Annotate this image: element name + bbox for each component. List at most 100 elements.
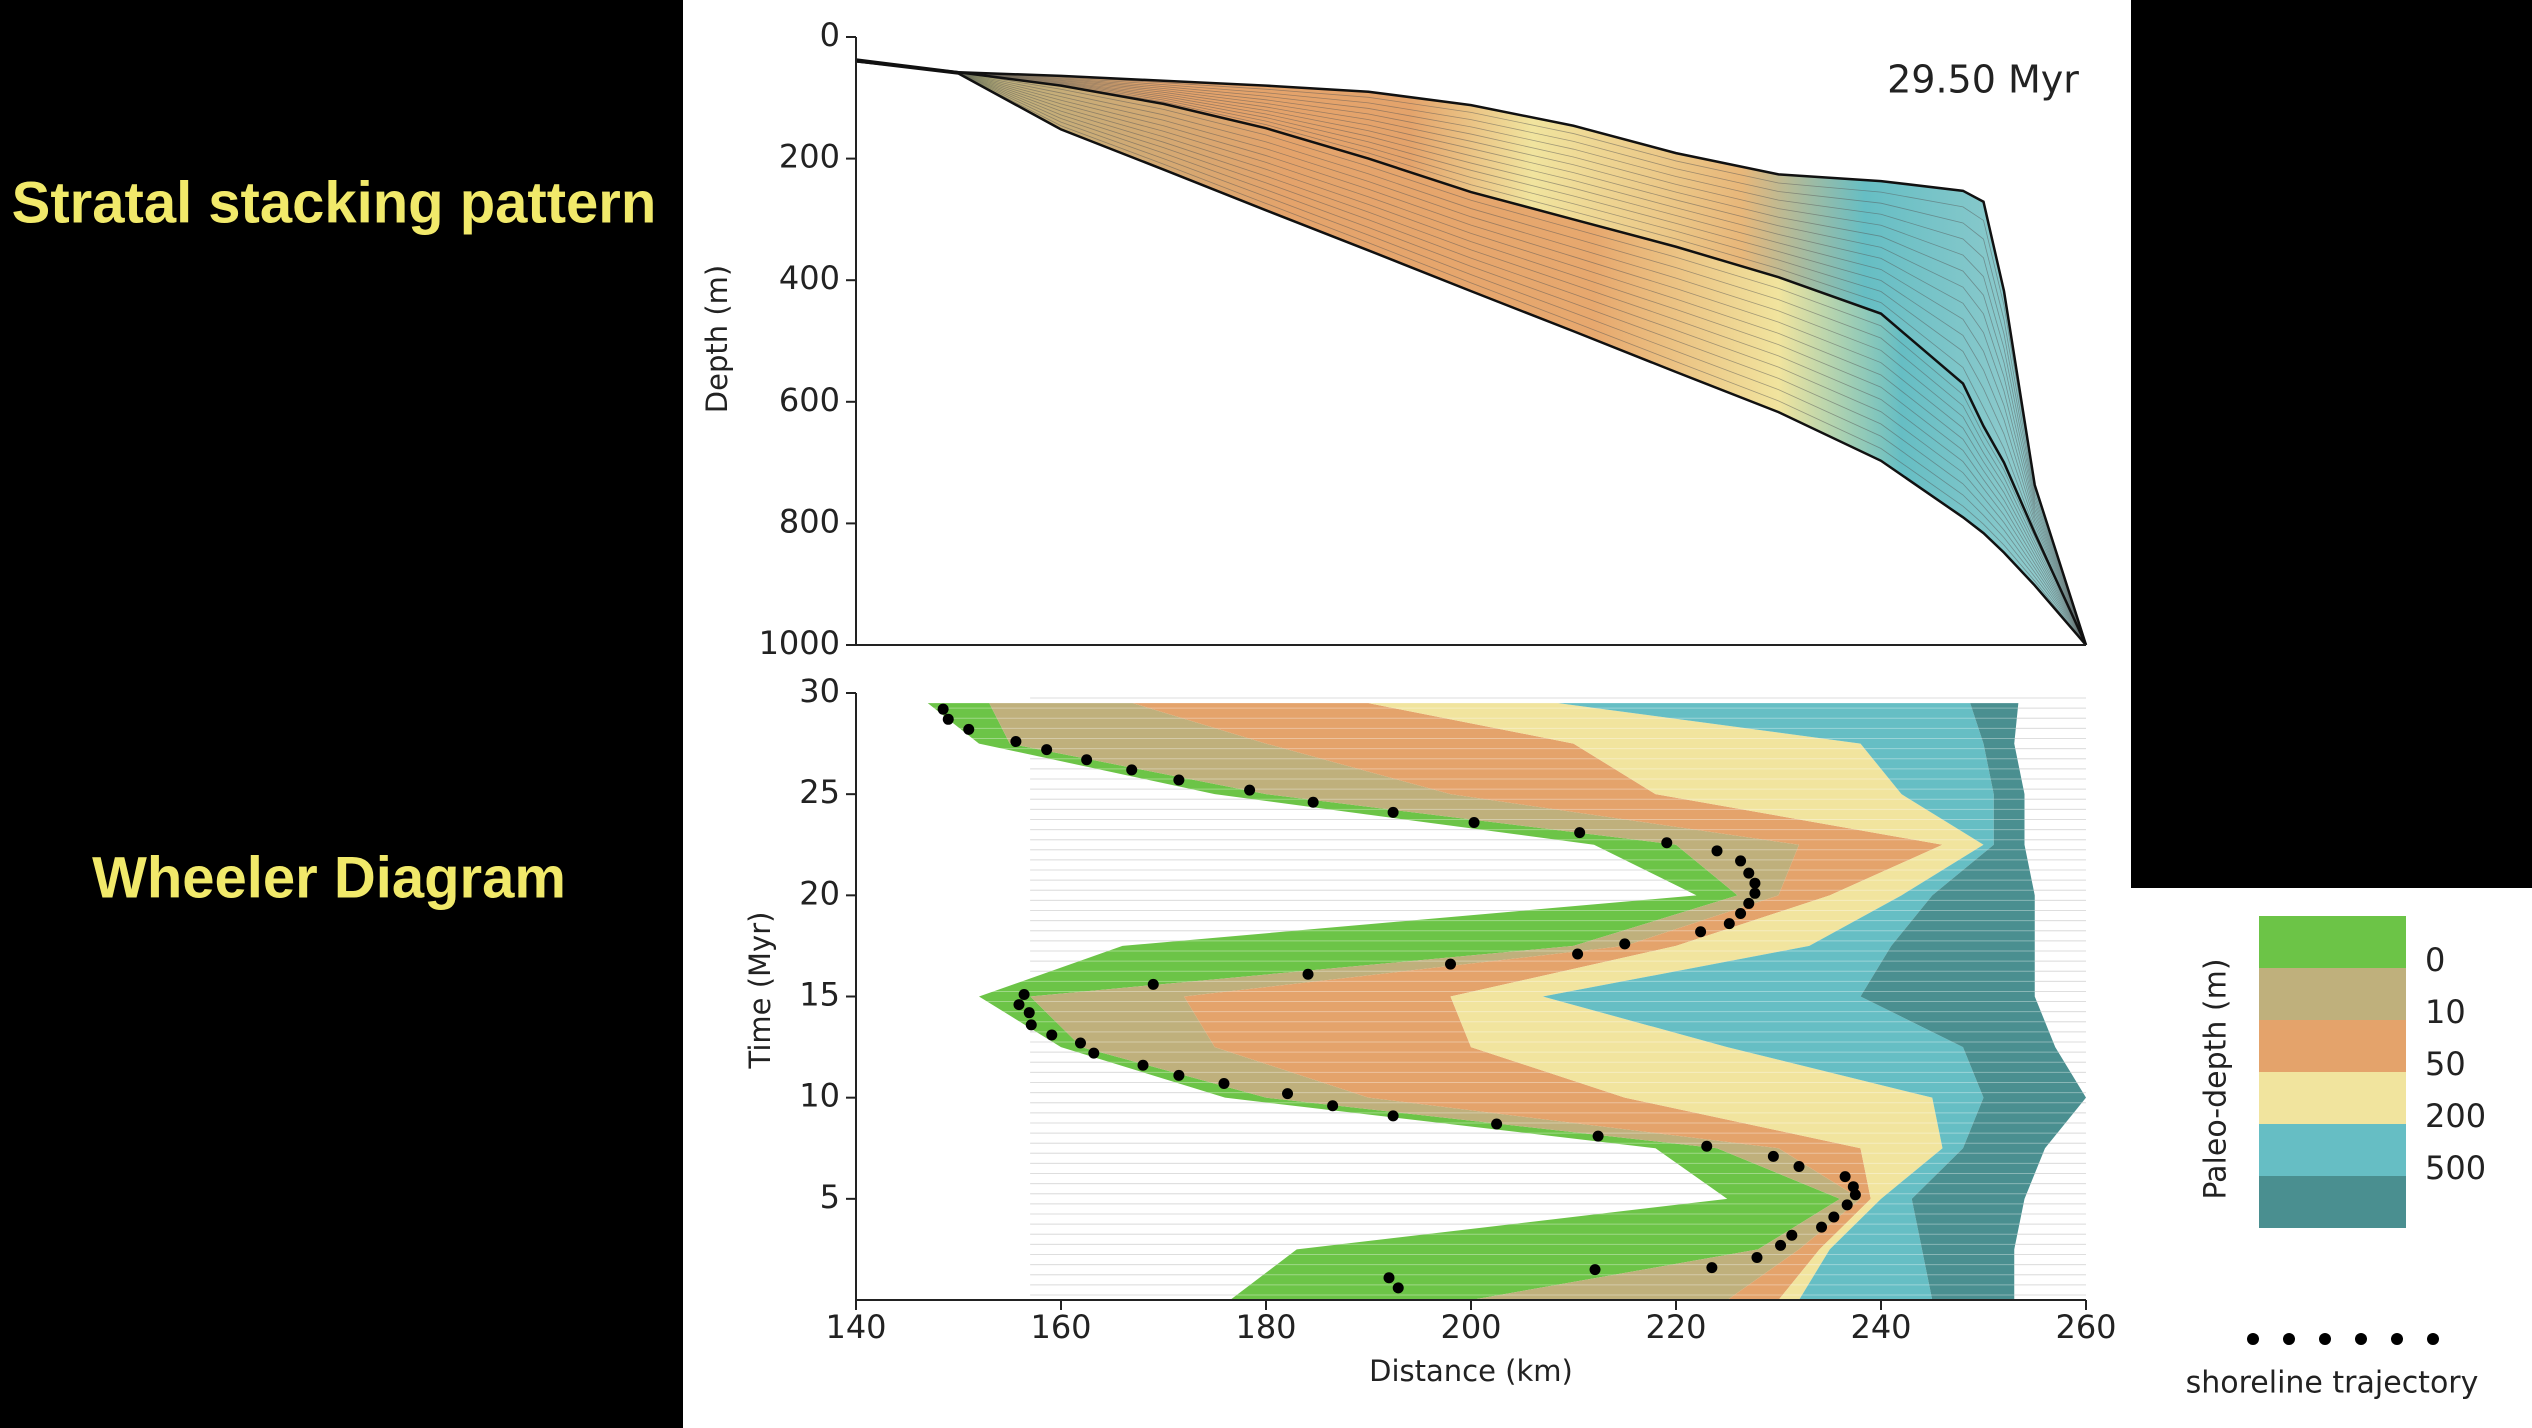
shoreline-point	[1749, 877, 1761, 889]
shoreline-point	[1816, 1221, 1828, 1233]
strata-line	[855, 59, 2087, 646]
shoreline-point	[937, 703, 949, 715]
shoreline-point	[1137, 1059, 1149, 1071]
shoreline-point	[1218, 1078, 1230, 1090]
shoreline-point	[1126, 764, 1138, 776]
shoreline-point	[1147, 978, 1159, 990]
colorbar-swatch	[2259, 968, 2406, 1020]
y-tick-label: 200	[779, 138, 840, 176]
shoreline-point	[1749, 887, 1761, 899]
shoreline-point	[1793, 1160, 1805, 1172]
y-axis-label: Time (Myr)	[743, 912, 777, 1070]
x-tick-label: 180	[1235, 1308, 1296, 1346]
shoreline-point	[1701, 1140, 1713, 1152]
shoreline-point	[1041, 744, 1053, 756]
colorbar-swatch	[2259, 1072, 2406, 1124]
shoreline-point	[1173, 774, 1185, 786]
time-annotation: 29.50 Myr	[1887, 58, 2079, 102]
x-tick-label: 240	[1850, 1308, 1911, 1346]
strata-package	[856, 61, 2086, 645]
strata-line	[855, 60, 2087, 646]
colorbar-tick-label: 500	[2425, 1149, 2486, 1187]
x-axis-label: Distance (km)	[1369, 1354, 1573, 1388]
shoreline-point	[1849, 1189, 1861, 1201]
strata-line	[855, 60, 2087, 646]
shoreline-point	[1307, 796, 1319, 808]
facies-zone	[1542, 703, 1994, 1300]
shoreline-point	[1841, 1199, 1853, 1211]
surface-line	[855, 58, 2088, 646]
colorbar-tick-label: 200	[2425, 1097, 2486, 1135]
colorbar-title: Paleo-depth (m)	[2199, 958, 2234, 1199]
surface-line	[855, 60, 2087, 646]
colorbar-tick-label: 50	[2425, 1045, 2466, 1083]
strata-package	[856, 59, 2086, 646]
colorbar-tick-label: 10	[2425, 993, 2466, 1031]
y-tick-label: 400	[779, 259, 840, 297]
x-tick-label: 140	[825, 1308, 886, 1346]
shoreline-point	[1025, 1019, 1037, 1031]
legend-dot	[2283, 1333, 2295, 1345]
x-tick-label: 200	[1440, 1308, 1501, 1346]
section-label: Stratal stacking pattern	[12, 170, 657, 235]
shoreline-point	[1010, 736, 1022, 748]
legend-dot	[2391, 1333, 2403, 1345]
facies-zone	[989, 703, 1861, 1300]
shoreline-point	[1723, 918, 1735, 930]
y-tick-label: 1000	[759, 624, 840, 662]
shoreline-point	[1392, 1282, 1404, 1294]
y-tick-label: 600	[779, 381, 840, 419]
strata-line	[855, 59, 2087, 646]
legend-dot	[2355, 1333, 2367, 1345]
strata-line	[855, 60, 2087, 646]
facies-zone	[927, 703, 1840, 1300]
colorbar-tick-label: 0	[2425, 941, 2445, 979]
facies-zone	[1132, 703, 1943, 1300]
shoreline-point	[1775, 1239, 1787, 1251]
shoreline-point	[1244, 784, 1256, 796]
strata-line	[855, 59, 2087, 646]
shoreline-point	[1074, 1037, 1086, 1049]
y-tick-label: 30	[799, 672, 840, 710]
shoreline-point	[963, 723, 975, 735]
legend-label: shoreline trajectory	[2186, 1366, 2479, 1401]
strata-line	[855, 60, 2087, 646]
legend-dot	[2247, 1333, 2259, 1345]
strata-line	[855, 60, 2087, 646]
x-tick-label: 260	[2055, 1308, 2116, 1346]
shoreline-point	[1018, 988, 1030, 1000]
shoreline-point	[1081, 754, 1093, 766]
strata-line	[855, 60, 2087, 646]
shoreline-point	[1574, 827, 1586, 839]
shoreline-point	[1839, 1171, 1851, 1183]
colorbar-swatch	[2259, 1176, 2406, 1228]
shoreline-point	[1327, 1100, 1339, 1112]
shoreline-point	[1711, 845, 1723, 857]
shoreline-point	[1735, 855, 1747, 867]
y-axis-label: Depth (m)	[700, 265, 734, 413]
y-tick-label: 800	[779, 502, 840, 540]
shoreline-point	[1023, 1007, 1035, 1019]
shoreline-point	[1767, 1150, 1779, 1162]
strata-line	[855, 60, 2087, 646]
shoreline-point	[1743, 897, 1755, 909]
shoreline-point	[1088, 1047, 1100, 1059]
shoreline-point	[1735, 908, 1747, 920]
strata-line	[855, 59, 2087, 646]
shoreline-point	[1706, 1262, 1718, 1274]
strata-line	[855, 59, 2087, 646]
shoreline-point	[1173, 1069, 1185, 1081]
strata-line	[855, 60, 2087, 646]
shoreline-point	[1661, 837, 1673, 849]
colorbar-swatch	[2259, 1124, 2406, 1176]
colorbar-swatch	[2259, 1020, 2406, 1072]
legend-dot	[2319, 1333, 2331, 1345]
y-tick-label: 15	[799, 976, 840, 1014]
shoreline-point	[1695, 926, 1707, 938]
shoreline-point	[1589, 1264, 1601, 1276]
shoreline-point	[942, 713, 954, 725]
shoreline-point	[1282, 1088, 1294, 1100]
shoreline-point	[1491, 1118, 1503, 1130]
